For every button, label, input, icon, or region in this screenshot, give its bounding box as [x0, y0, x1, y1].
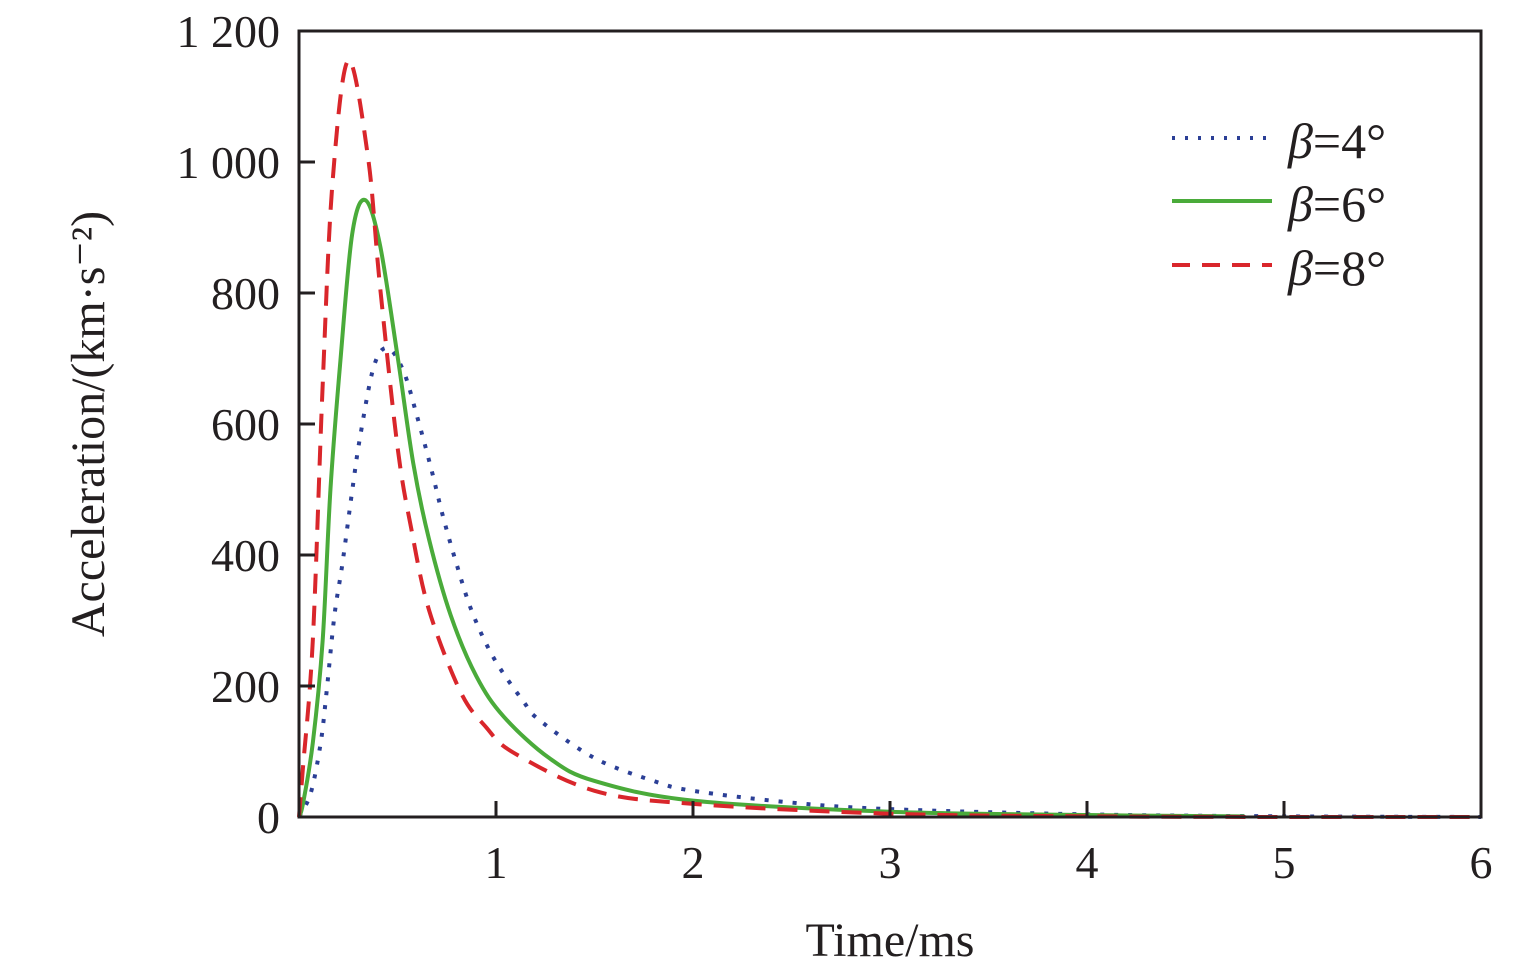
- y-tick-label: 1 000: [177, 137, 281, 188]
- x-tick-label: 5: [1273, 837, 1296, 888]
- y-tick-label: 600: [211, 399, 280, 450]
- y-tick-label: 400: [211, 530, 280, 581]
- x-tick-label: 1: [485, 837, 508, 888]
- series-lines: [297, 58, 1482, 820]
- legend-label: β=4°: [1287, 113, 1386, 169]
- series-line-0: [297, 345, 1482, 819]
- y-tick-label: 800: [211, 268, 280, 319]
- series-line-2: [297, 58, 1481, 820]
- y-axis-label: Acceleration/(km·s⁻²): [62, 211, 115, 637]
- legend-label: β=6°: [1287, 176, 1386, 232]
- y-tick-label: 1 200: [177, 6, 281, 57]
- y-tick-label: 0: [257, 792, 280, 843]
- legend: β=4° β=6° β=8°: [1172, 113, 1386, 296]
- y-tick-label: 200: [211, 661, 280, 712]
- x-tick-label: 6: [1470, 837, 1493, 888]
- legend-label: β=8°: [1287, 240, 1386, 296]
- x-tick-label: 3: [879, 837, 902, 888]
- x-tick-label: 2: [682, 837, 705, 888]
- axis-ticks: 0 200 400 600 800 1 000 1 200 1 2 3 4 5 6: [177, 6, 1493, 888]
- series-line-1: [297, 197, 1245, 819]
- x-axis-label: Time/ms: [806, 914, 975, 967]
- x-tick-label: 4: [1076, 837, 1099, 888]
